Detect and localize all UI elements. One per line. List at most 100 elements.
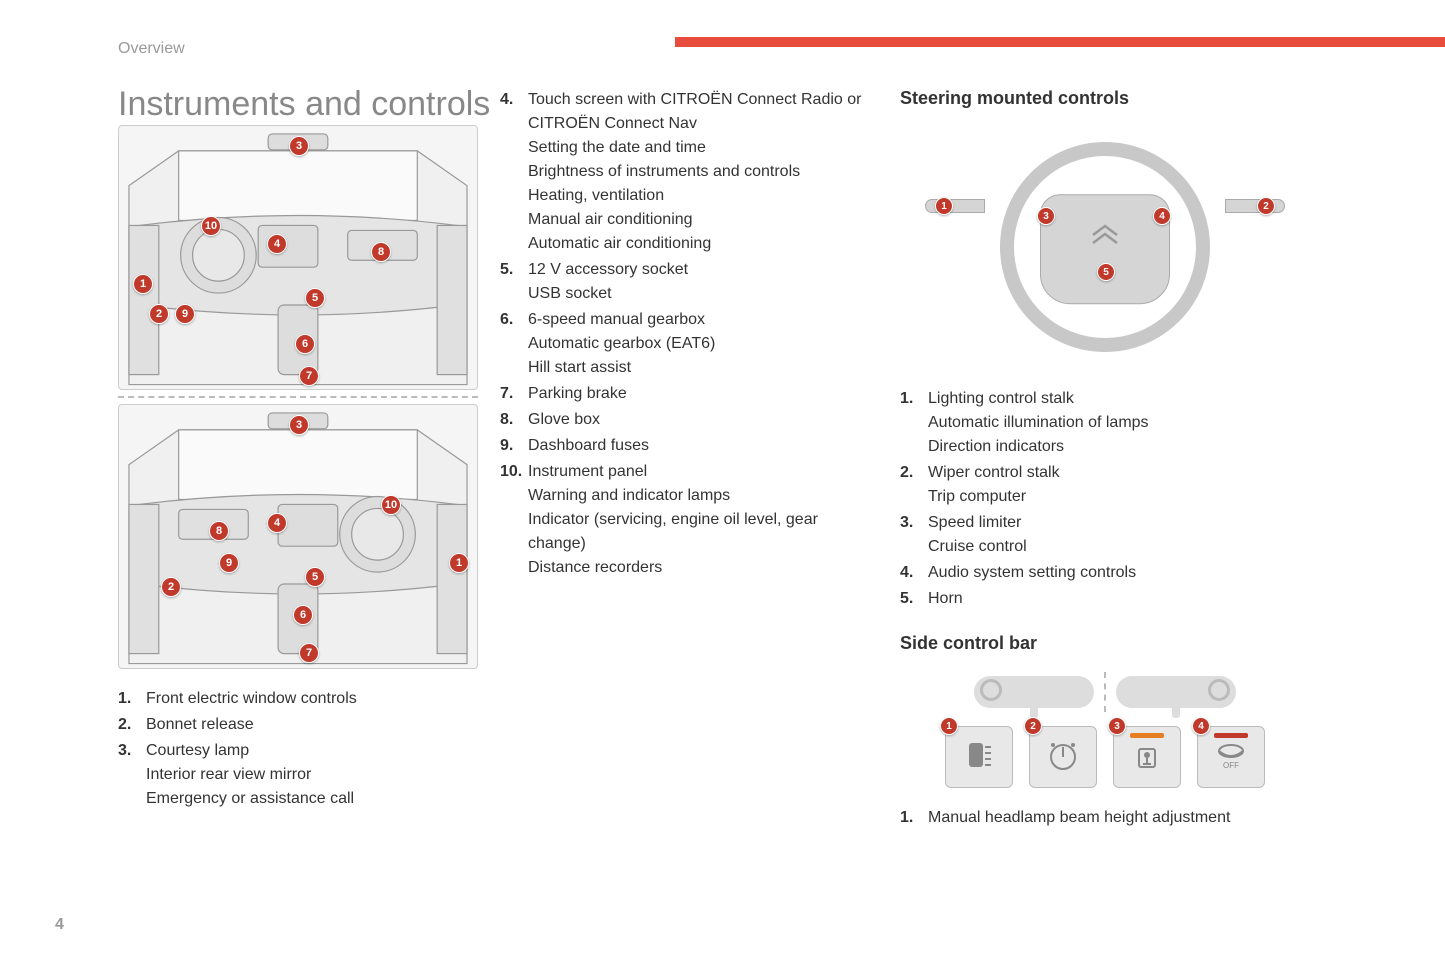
indicator-strip [1130, 733, 1164, 738]
callout-marker: 8 [209, 521, 229, 541]
dashboard-list-part-b: 4.Touch screen with CITROËN Connect Radi… [500, 88, 880, 580]
callout-marker: 6 [295, 334, 315, 354]
list-item: 9.Dashboard fuses [500, 434, 880, 458]
header-accent-bar [675, 37, 1445, 47]
list-item-line: Automatic gearbox (EAT6) [528, 332, 715, 356]
list-item-line: Instrument panel [528, 460, 880, 484]
dashboard-svg [119, 405, 477, 669]
list-item-line: Distance recorders [528, 556, 880, 580]
stalk-right [1225, 199, 1285, 213]
callout-marker: 4 [267, 234, 287, 254]
list-item-line: Setting the date and time [528, 136, 880, 160]
side-control-button-child-lock: 3 [1113, 726, 1181, 788]
list-item-line: Courtesy lamp [146, 739, 354, 763]
list-item-number: 3. [900, 511, 928, 559]
list-item-line: Emergency or assistance call [146, 787, 354, 811]
list-item-body: Front electric window controls [146, 687, 357, 711]
list-item: 5.12 V accessory socketUSB socket [500, 258, 880, 306]
list-item-body: Manual headlamp beam height adjustment [928, 806, 1230, 830]
esc-off-icon: OFF [1211, 735, 1251, 780]
list-item-line: 6-speed manual gearbox [528, 308, 715, 332]
steering-wheel-diagram: 12345 [925, 127, 1285, 367]
steering-heading: Steering mounted controls [900, 88, 1310, 109]
list-item: 5.Horn [900, 587, 1310, 611]
callout-marker: 3 [1108, 717, 1126, 735]
list-item: 3.Courtesy lampInterior rear view mirror… [118, 739, 478, 811]
list-item-number: 5. [900, 587, 928, 611]
callout-marker: 1 [133, 274, 153, 294]
callout-marker: 3 [1037, 207, 1055, 225]
list-item-line: Interior rear view mirror [146, 763, 354, 787]
list-item-body: Speed limiterCruise control [928, 511, 1027, 559]
tiny-wheel-icon [980, 679, 1002, 701]
list-item-line: Horn [928, 587, 963, 611]
list-item-line: Automatic illumination of lamps [928, 411, 1149, 435]
page-title: Instruments and controls [118, 85, 490, 124]
list-item-number: 4. [500, 88, 528, 256]
list-item: 3.Speed limiterCruise control [900, 511, 1310, 559]
list-item-number: 1. [900, 387, 928, 459]
list-item-line: Dashboard fuses [528, 434, 649, 458]
list-item-line: Manual headlamp beam height adjustment [928, 806, 1230, 830]
callout-marker: 4 [267, 513, 287, 533]
callout-marker: 2 [161, 577, 181, 597]
list-item: 1.Front electric window controls [118, 687, 478, 711]
dash-segment-left [974, 676, 1094, 708]
side-control-button-esc-off: OFF4 [1197, 726, 1265, 788]
list-item-line: Brightness of instruments and controls [528, 160, 880, 184]
section-label: Overview [118, 40, 185, 58]
list-item-body: 12 V accessory socketUSB socket [528, 258, 688, 306]
list-item: 10.Instrument panelWarning and indicator… [500, 460, 880, 580]
side-control-list: 1.Manual headlamp beam height adjustment [900, 806, 1310, 830]
citroen-logo-icon [1091, 223, 1119, 253]
side-control-diagram: 123OFF4 [945, 672, 1265, 788]
callout-marker: 3 [289, 136, 309, 156]
list-item: 4.Touch screen with CITROËN Connect Radi… [500, 88, 880, 256]
list-item-line: Touch screen with CITROËN Connect Radio … [528, 88, 880, 136]
callout-marker: 2 [1024, 717, 1042, 735]
list-item-number: 4. [900, 561, 928, 585]
list-item: 7.Parking brake [500, 382, 880, 406]
side-control-button-dial: 2 [1029, 726, 1097, 788]
callout-marker: 4 [1153, 207, 1171, 225]
callout-marker: 1 [935, 197, 953, 215]
callout-marker: 8 [371, 242, 391, 262]
dash-segment-right [1116, 676, 1236, 708]
dashboard-list-part-a: 1.Front electric window controls2.Bonnet… [118, 687, 478, 811]
list-item-body: Touch screen with CITROËN Connect Radio … [528, 88, 880, 256]
callout-marker: 2 [149, 304, 169, 324]
list-item-line: Audio system setting controls [928, 561, 1136, 585]
list-item-number: 6. [500, 308, 528, 380]
list-item-body: Audio system setting controls [928, 561, 1136, 585]
list-item-line: USB socket [528, 282, 688, 306]
dashboard-diagram-left-hand-drive: 12345678910 [118, 125, 478, 390]
list-item: 6.6-speed manual gearboxAutomatic gearbo… [500, 308, 880, 380]
callout-marker: 5 [305, 288, 325, 308]
list-item-body: 6-speed manual gearboxAutomatic gearbox … [528, 308, 715, 380]
list-item-line: Heating, ventilation [528, 184, 880, 208]
list-item-line: Wiper control stalk [928, 461, 1060, 485]
callout-marker: 7 [299, 366, 319, 386]
list-item-line: Cruise control [928, 535, 1027, 559]
list-item-body: Wiper control stalkTrip computer [928, 461, 1060, 509]
side-control-section: Side control bar 123OFF4 1.Manual headla… [900, 633, 1310, 830]
list-item-body: Lighting control stalkAutomatic illumina… [928, 387, 1149, 459]
headlamp-adjust-icon [959, 735, 999, 780]
list-item-body: Instrument panelWarning and indicator la… [528, 460, 880, 580]
list-item-number: 8. [500, 408, 528, 432]
svg-text:OFF: OFF [1223, 761, 1239, 770]
list-item-number: 3. [118, 739, 146, 811]
callout-marker: 4 [1192, 717, 1210, 735]
list-item: 2.Wiper control stalkTrip computer [900, 461, 1310, 509]
callout-marker: 5 [1097, 263, 1115, 281]
list-item-line: Automatic air conditioning [528, 232, 880, 256]
callout-marker: 10 [201, 216, 221, 236]
callout-marker: 1 [449, 553, 469, 573]
list-item-body: Courtesy lampInterior rear view mirrorEm… [146, 739, 354, 811]
list-item-number: 2. [118, 713, 146, 737]
callout-marker: 7 [299, 643, 319, 663]
tiny-wheel-icon [1208, 679, 1230, 701]
list-item-line: Trip computer [928, 485, 1060, 509]
list-item-line: Direction indicators [928, 435, 1149, 459]
list-item: 8.Glove box [500, 408, 880, 432]
